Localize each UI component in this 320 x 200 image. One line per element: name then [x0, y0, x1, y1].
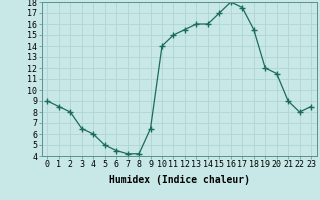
- X-axis label: Humidex (Indice chaleur): Humidex (Indice chaleur): [109, 175, 250, 185]
